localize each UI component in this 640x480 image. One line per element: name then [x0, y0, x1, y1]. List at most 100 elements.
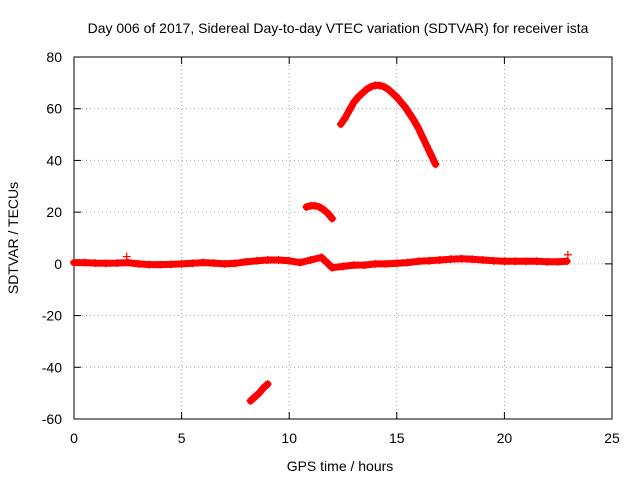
data-point: [397, 98, 406, 107]
data-point: [166, 260, 175, 269]
data-point: [410, 116, 419, 125]
data-point: [295, 258, 304, 267]
data-point: [500, 257, 509, 266]
data-point: [427, 151, 436, 160]
data-point: [422, 142, 431, 151]
data-point: [489, 256, 498, 265]
data-point: [311, 201, 320, 210]
data-point: [70, 258, 78, 267]
data-point: [231, 259, 240, 268]
x-tick-label: 15: [389, 430, 405, 446]
data-point: [145, 260, 154, 269]
data-point: [302, 202, 311, 211]
data-point: [323, 209, 332, 218]
series-arc-small: [302, 201, 337, 223]
data-point: [431, 160, 440, 169]
data-point: [371, 259, 380, 268]
series-arc-large: [336, 81, 440, 169]
data-point: [418, 133, 427, 142]
data-point: [263, 380, 272, 389]
data-point: [242, 257, 251, 266]
data-point: [122, 252, 131, 261]
data-point: [134, 259, 143, 268]
axis-ticks: [73, 56, 613, 420]
x-tick-label: 5: [178, 430, 186, 446]
y-tick-label: 0: [54, 256, 62, 272]
data-point: [366, 82, 375, 91]
data-point: [250, 393, 259, 402]
data-point: [113, 259, 122, 268]
data-points: [70, 81, 572, 405]
data-point: [91, 259, 100, 268]
data-point: [384, 85, 393, 94]
data-point: [354, 93, 363, 102]
data-point: [246, 396, 255, 405]
data-point: [349, 98, 358, 107]
y-tick-label: -20: [42, 308, 62, 324]
data-point: [336, 120, 345, 129]
data-point: [306, 255, 315, 264]
data-point: [478, 255, 487, 264]
data-point: [554, 257, 563, 266]
y-tick-labels: -60 -40 -20 0 20 40 60 80: [42, 49, 62, 427]
data-point: [341, 113, 350, 122]
data-point: [401, 103, 410, 112]
data-point: [123, 258, 132, 267]
data-point: [252, 256, 261, 265]
data-point: [209, 259, 218, 268]
chart-title: Day 006 of 2017, Sidereal Day-to-day VTE…: [88, 20, 589, 36]
data-point: [177, 259, 186, 268]
data-point: [392, 93, 401, 102]
data-point: [446, 255, 455, 264]
data-point: [274, 255, 283, 264]
data-point: [403, 258, 412, 267]
y-tick-label: -60: [42, 411, 62, 427]
data-point: [392, 259, 401, 268]
data-point: [511, 257, 520, 266]
data-point: [414, 124, 423, 133]
data-point: [80, 258, 89, 267]
data-point: [425, 256, 434, 265]
series-baseline: [70, 253, 571, 272]
series-arc-negative: [246, 380, 272, 405]
data-point: [315, 202, 324, 211]
data-point: [468, 255, 477, 264]
x-tick-labels: 0 5 10 15 20 25: [70, 430, 620, 446]
data-point: [360, 261, 369, 270]
data-point: [358, 89, 367, 98]
y-tick-label: 20: [46, 204, 62, 220]
data-point: [317, 253, 326, 262]
data-point: [362, 85, 371, 94]
data-point: [562, 257, 571, 266]
data-point: [382, 259, 391, 268]
data-point: [435, 255, 444, 264]
series-outliers: [122, 250, 572, 261]
data-point: [339, 262, 347, 271]
data-point: [457, 254, 466, 263]
data-point: [220, 259, 229, 268]
data-point: [563, 250, 572, 259]
data-point: [263, 255, 272, 264]
data-point: [414, 257, 423, 266]
data-point: [521, 257, 530, 266]
data-point: [543, 257, 552, 266]
data-point: [255, 389, 264, 398]
series-trace: [70, 253, 571, 272]
data-point: [349, 261, 358, 270]
x-tick-label: 20: [497, 430, 513, 446]
data-point: [188, 259, 197, 268]
data-point: [532, 257, 541, 266]
data-point: [319, 205, 328, 214]
y-tick-label: -40: [42, 359, 62, 375]
data-point: [388, 89, 397, 98]
x-tick-label: 0: [70, 430, 78, 446]
data-point: [328, 214, 337, 223]
x-axis-label: GPS time / hours: [287, 458, 394, 474]
data-point: [405, 109, 414, 118]
data-point: [379, 82, 388, 91]
data-point: [345, 106, 354, 115]
y-tick-label: 40: [46, 152, 62, 168]
x-tick-label: 25: [604, 430, 620, 446]
x-tick-label: 10: [281, 430, 297, 446]
